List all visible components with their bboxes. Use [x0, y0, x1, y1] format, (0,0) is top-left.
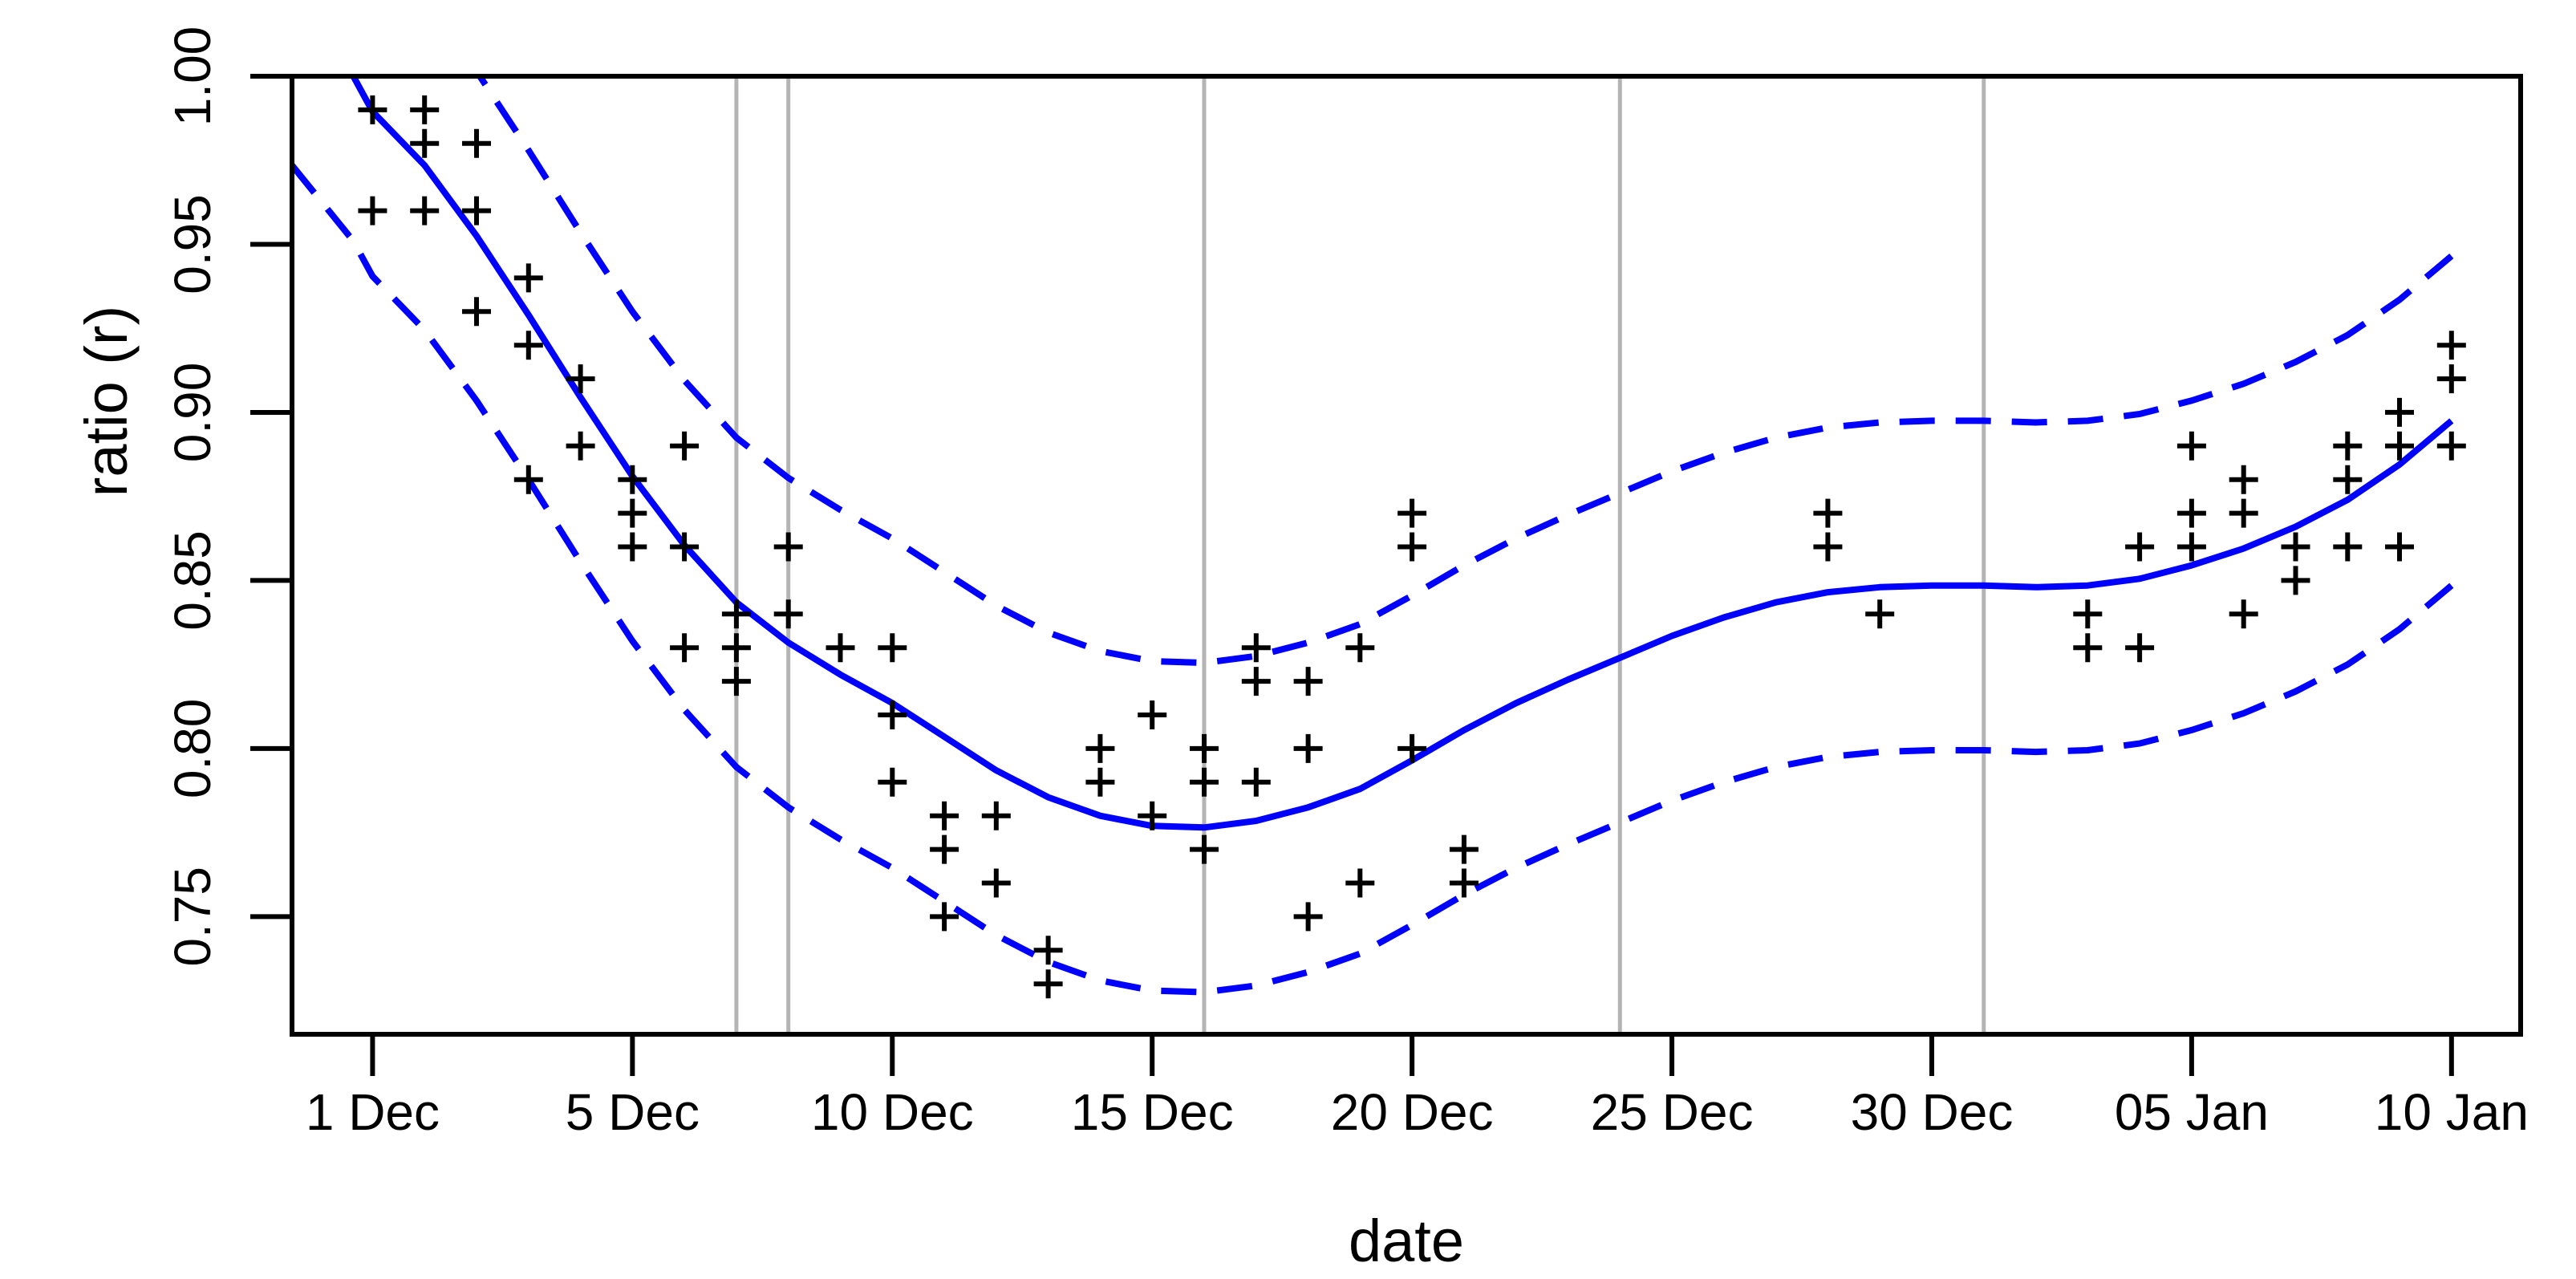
grid-vlines — [734, 76, 1986, 1034]
x-tick-label: 30 Dec — [1851, 1083, 2014, 1141]
x-tick-label: 05 Jan — [2115, 1083, 2269, 1141]
x-tick-label: 5 Dec — [566, 1083, 700, 1141]
x-axis-title: date — [1349, 1208, 1464, 1274]
x-tick-label: 20 Dec — [1331, 1083, 1494, 1141]
x-tick-label: 10 Jan — [2375, 1083, 2529, 1141]
x-tick-label: 10 Dec — [811, 1083, 974, 1141]
y-tick-label: 0.75 — [164, 867, 221, 967]
y-tick-label: 0.85 — [164, 530, 221, 631]
confidence-bands — [292, 76, 2454, 996]
lower-confidence-band — [292, 163, 2454, 996]
x-tick-label: 1 Dec — [306, 1083, 440, 1141]
plus-markers — [358, 95, 2466, 999]
y-tick-label: 0.80 — [164, 699, 221, 799]
x-tick-label: 15 Dec — [1071, 1083, 1234, 1141]
axes — [250, 74, 2523, 1076]
plot-border — [290, 74, 2523, 1037]
x-tick-label: 25 Dec — [1591, 1083, 1754, 1141]
data-points — [358, 95, 2466, 999]
tick-labels: 1 Dec 5 Dec 10 Dec 15 Dec 20 Dec 25 Dec 30 Dec… — [164, 26, 2529, 1141]
y-tick-label: 0.95 — [164, 194, 221, 294]
y-axis-title: ratio (r) — [73, 306, 140, 497]
y-tick-label: 1.00 — [164, 26, 221, 127]
upper-confidence-band — [476, 76, 2454, 667]
y-tick-label: 0.90 — [164, 363, 221, 463]
